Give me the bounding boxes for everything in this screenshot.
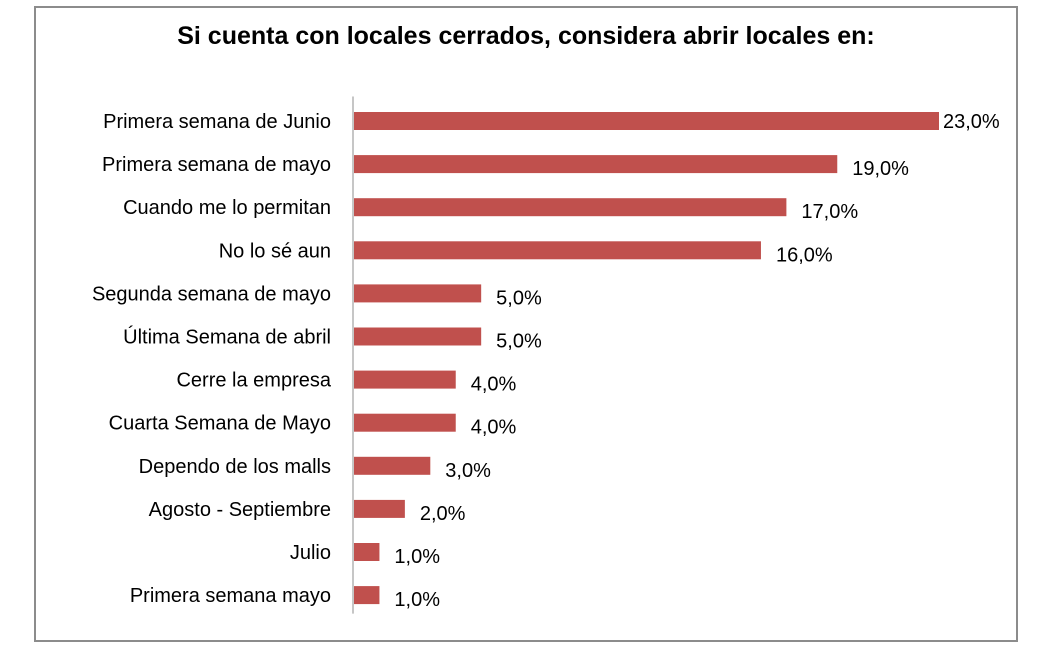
bar [354,284,482,303]
value-label: 4,0% [471,374,517,396]
category-label: Agosto - Septiembre [149,499,331,521]
category-label: Segunda semana de mayo [92,283,331,305]
bar [354,112,939,130]
bar [354,370,456,389]
value-label: 4,0% [471,417,517,439]
chart-title: Si cuenta con locales cerrados, consider… [177,22,875,50]
bar [354,456,431,475]
category-label: Julio [290,542,331,564]
category-label: Cerre la empresa [176,370,331,392]
bar [354,586,380,605]
bar [354,499,405,518]
value-label: 17,0% [801,201,858,223]
value-label: 23,0% [943,111,1000,133]
category-label: No lo sé aun [219,240,331,262]
value-label: 3,0% [445,460,491,482]
category-label: Cuarta Semana de Mayo [109,413,331,435]
value-label: 19,0% [852,158,909,180]
category-label: Primera semana mayo [130,585,331,607]
bar [354,241,761,260]
category-label: Última Semana de abril [123,326,331,349]
bar [354,198,787,217]
category-label: Cuando me lo permitan [123,197,331,219]
category-label: Primera semana de mayo [102,154,331,176]
value-label: 5,0% [496,287,542,309]
bar [354,413,456,432]
value-label: 16,0% [776,244,833,266]
value-label: 2,0% [420,503,466,525]
category-label: Dependo de los malls [139,456,331,478]
value-label: 1,0% [394,546,440,568]
value-label: 1,0% [394,589,440,611]
bar [354,155,838,174]
bar [354,543,380,561]
category-label: Primera semana de Junio [103,111,331,133]
value-label: 5,0% [496,331,542,353]
bar [354,327,482,346]
